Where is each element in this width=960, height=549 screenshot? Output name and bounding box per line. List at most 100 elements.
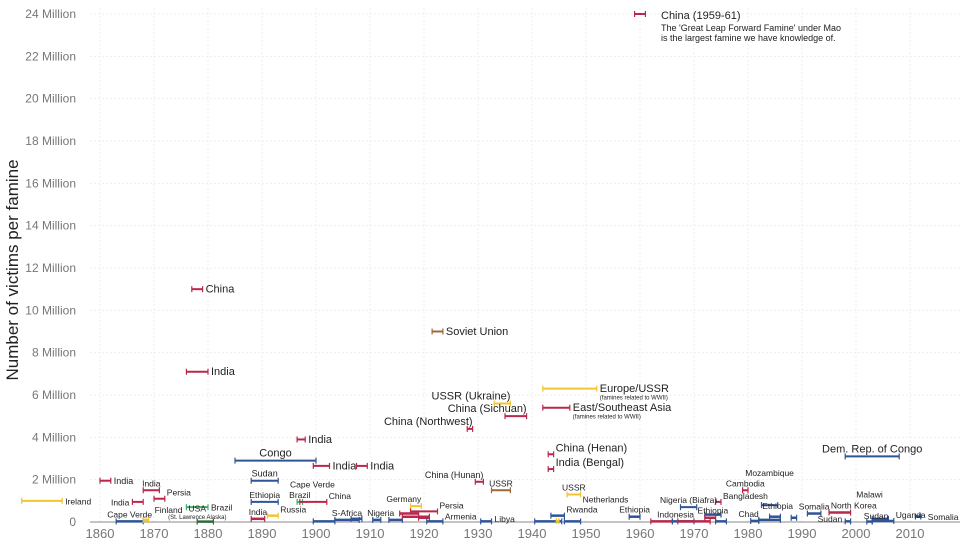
famine-label-group: Europe/USSR(famines related to WWII)	[600, 383, 669, 402]
famine-label: Ethiopia	[619, 505, 650, 515]
famine-label-group: Cape Verde	[107, 509, 152, 519]
famine-label: S-Africa	[332, 508, 363, 518]
famine-sublabel: (St. Lawrence Alaska)	[168, 515, 226, 521]
famine-label-group: Bangladesh	[723, 491, 768, 501]
famine-label: India	[333, 460, 358, 472]
famine-label-group: Armenia	[445, 511, 477, 521]
famine-label: Cape Verde	[290, 479, 335, 489]
x-tick-label: 1900	[302, 526, 331, 541]
famine-label-group: Brazil	[211, 503, 232, 513]
famine-mark	[504, 413, 528, 420]
famine-label: Cambodia	[726, 478, 765, 488]
y-tick-label: 22 Million	[25, 49, 76, 63]
famine-label: North Korea	[831, 500, 877, 510]
famine-label-group: China (Northwest)	[384, 416, 473, 428]
famine-mark	[844, 453, 900, 460]
famine-label-group: Ethiopia	[762, 501, 793, 511]
famine-mark	[550, 512, 566, 519]
famine-label-group: Somalia	[799, 502, 830, 512]
famine-label: China	[329, 491, 351, 501]
famine-label-group: Malawi	[856, 490, 883, 500]
famine-label: India	[142, 478, 161, 488]
famine-mark	[542, 385, 598, 392]
famine-label-group: Ireland	[65, 496, 91, 506]
famine-label: Ethiopia	[698, 506, 729, 516]
famine-label-group: East/Southeast Asia(famines related to W…	[573, 402, 672, 421]
famine-mark	[21, 497, 63, 504]
x-tick-label: 2000	[842, 526, 871, 541]
famine-mark	[760, 502, 779, 509]
famine-label: USSR	[562, 482, 586, 492]
famine-label: Persia	[440, 500, 464, 510]
famine-mark	[480, 518, 493, 525]
famine-label: India	[111, 497, 130, 507]
famine-label: USA	[189, 504, 207, 514]
famine-label-group: Rwanda	[566, 505, 597, 515]
famine-label-group: India	[333, 460, 358, 472]
famine-label-group: India	[111, 497, 130, 507]
famine-label-group: India	[308, 434, 333, 446]
famine-label-group: USSR	[489, 478, 513, 488]
famine-label-group: Indonesia	[657, 509, 694, 519]
famine-label: Ethiopia	[249, 490, 280, 500]
famine-label-group: USSR (Ukraine)	[432, 390, 511, 402]
famine-label: China (Hunan)	[425, 470, 484, 480]
famine-mark	[871, 517, 895, 524]
famine-mark	[806, 510, 822, 517]
famine-mark	[628, 513, 641, 520]
famine-label: Uganda	[896, 510, 926, 520]
famine-label-group: USA(St. Lawrence Alaska)	[168, 504, 226, 522]
famine-label: Ethiopia	[762, 501, 793, 511]
x-tick-label: 1860	[86, 526, 115, 541]
famine-mark	[418, 514, 430, 521]
famine-label: Rwanda	[566, 505, 597, 515]
famine-mark	[350, 515, 363, 522]
famine-label-group: Ethiopia	[698, 506, 729, 516]
famine-label-group: USSR	[562, 482, 586, 492]
famine-mark	[142, 487, 160, 494]
famine-mark	[99, 477, 112, 484]
x-tick-label: 1940	[518, 526, 547, 541]
famine-label: Sudan	[864, 511, 889, 521]
famine-mark	[266, 512, 279, 519]
famine-mark	[234, 457, 317, 464]
famine-label-group: China	[206, 284, 236, 296]
famine-label-group: S-Africa	[332, 508, 363, 518]
y-axis-ticks: 0 2 Million 4 Million 6 Million 8 Million 10 …	[25, 7, 76, 529]
famine-mark	[828, 509, 852, 516]
famine-label-group: Germany	[386, 494, 422, 504]
x-tick-label: 1890	[248, 526, 277, 541]
famine-label: Somalia	[928, 512, 959, 522]
famine-label-group: Sudan	[252, 469, 278, 479]
famine-label-group: India	[211, 366, 236, 378]
famine-label-group: Uganda	[896, 510, 926, 520]
famine-label: India (Bengal)	[556, 457, 625, 469]
famine-label: Armenia	[445, 511, 477, 521]
famine-label-group: Libya	[495, 514, 516, 524]
famine-label-group: Russia	[280, 505, 306, 515]
famine-mark	[312, 462, 331, 469]
x-tick-label: 1980	[734, 526, 763, 541]
famine-mark	[153, 495, 166, 502]
famine-label-group: India	[142, 478, 161, 488]
famine-mark	[196, 518, 214, 525]
famine-label: China (Sichuan)	[448, 403, 527, 415]
famine-mark	[142, 516, 150, 523]
famine-mark	[555, 517, 560, 524]
famine-label: Brazil	[211, 503, 232, 513]
y-tick-label: 6 Million	[32, 388, 76, 402]
y-tick-label: 16 Million	[25, 176, 76, 190]
famine-mark	[185, 368, 209, 375]
famine-label-group: Somalia	[928, 512, 959, 522]
annotation: China (1959-61) The 'Great Leap Forward …	[661, 10, 841, 43]
y-tick-label: 10 Million	[25, 303, 76, 317]
annotation-title: China (1959-61)	[661, 10, 741, 22]
famine-mark	[299, 498, 328, 505]
famine-sublabel: (famines related to WWII)	[600, 396, 668, 402]
famine-mark	[566, 491, 582, 498]
famine-label: Nigeria (Biafra)	[660, 495, 717, 505]
famine-label: Sudan	[252, 469, 278, 479]
famine-label: China (Henan)	[556, 442, 628, 454]
famine-label-group: China (Henan)	[556, 442, 628, 454]
